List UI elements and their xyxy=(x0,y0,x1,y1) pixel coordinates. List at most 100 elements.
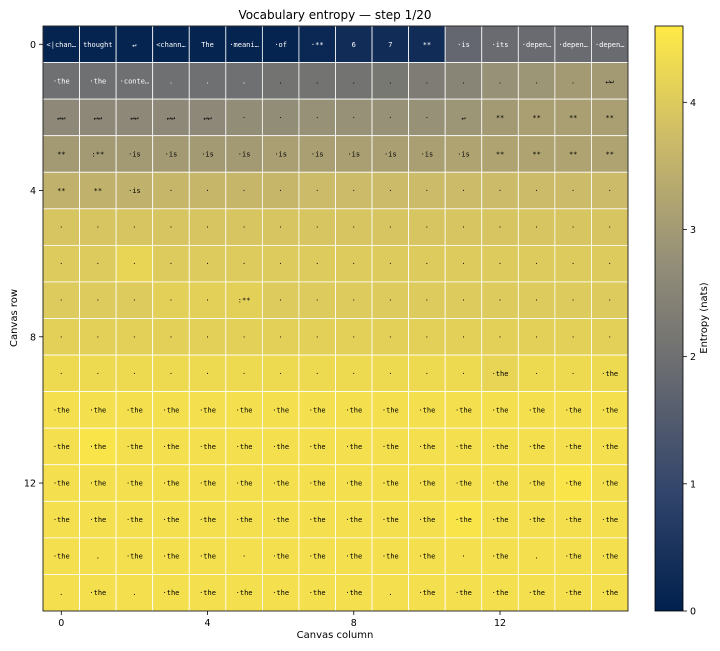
cell-token-label: · xyxy=(205,224,209,232)
heatmap-cell xyxy=(371,537,410,575)
heatmap-cell xyxy=(298,354,336,393)
cell-token-label: . xyxy=(498,77,502,85)
heatmap-cell xyxy=(152,281,190,319)
cell-token-label: ·the xyxy=(199,443,216,451)
heatmap-cell xyxy=(408,574,446,612)
cell-token-label: ·the xyxy=(199,589,216,597)
heatmap-cell xyxy=(261,464,300,502)
y-tick-label: 8 xyxy=(30,332,36,343)
x-axis-label: Canvas column xyxy=(297,630,374,641)
heatmap-cell xyxy=(481,427,519,466)
heatmap-cell xyxy=(517,500,556,539)
heatmap-cells: <|chan… thought ↵ <chann… The ·meani… ·of ·** 6 7… xyxy=(42,25,629,612)
cell-token-label: 6 xyxy=(352,41,356,49)
cell-token-label: · xyxy=(279,114,283,122)
cell-token-label: ·the xyxy=(528,516,545,524)
cell-token-label: ·the xyxy=(455,443,472,451)
cell-token-label: · xyxy=(59,260,63,268)
cell-token-label: ·the xyxy=(163,443,180,451)
cell-token-label: · xyxy=(315,114,319,122)
heatmap-cell xyxy=(42,354,80,393)
heatmap-cell xyxy=(225,354,263,393)
cell-token-label: · xyxy=(571,260,575,268)
cell-token-label: · xyxy=(132,297,136,305)
heatmap-cell xyxy=(335,500,373,539)
cell-token-label: ·the xyxy=(309,480,326,488)
heatmap-cell xyxy=(591,244,629,283)
cell-token-label: . xyxy=(388,589,392,597)
heatmap-cell xyxy=(371,464,410,502)
cell-token-label: ·the xyxy=(89,480,106,488)
heatmap-cell xyxy=(371,98,410,137)
heatmap-cell xyxy=(481,354,519,393)
heatmap-cell xyxy=(225,244,263,283)
cell-token-label: ·is xyxy=(128,150,141,158)
heatmap-cell xyxy=(79,208,117,246)
cell-token-label: ·the xyxy=(345,406,362,414)
heatmap-cell xyxy=(408,135,446,173)
cell-token-label: ·the xyxy=(528,443,545,451)
cell-token-label: ·the xyxy=(272,589,289,597)
heatmap-cell xyxy=(42,537,80,575)
heatmap-cell xyxy=(298,208,336,246)
cell-token-label: ·the xyxy=(601,480,618,488)
heatmap-cell xyxy=(79,171,117,210)
cell-token-label: ·is xyxy=(201,150,214,158)
heatmap-cell xyxy=(371,500,410,539)
heatmap-cell xyxy=(261,318,300,356)
cell-token-label: · xyxy=(534,224,538,232)
heatmap-cell xyxy=(152,354,190,393)
cell-token-label: ·the xyxy=(89,77,106,85)
cell-token-label: . xyxy=(534,553,538,561)
plot-frame xyxy=(42,25,629,612)
heatmap-cell xyxy=(298,135,336,173)
heatmap-cell xyxy=(408,171,446,210)
heatmap-cell xyxy=(335,208,373,246)
cell-token-label: · xyxy=(534,370,538,378)
heatmap-cell xyxy=(554,464,592,502)
heatmap-cell xyxy=(517,98,556,137)
heatmap-cell xyxy=(371,281,410,319)
cell-token-label: ·the xyxy=(309,553,326,561)
cell-token-label: · xyxy=(571,333,575,341)
cell-token-label: ·of xyxy=(274,41,287,49)
heatmap-cell xyxy=(79,244,117,283)
heatmap-cell xyxy=(152,500,190,539)
cell-token-label: · xyxy=(205,333,209,341)
heatmap-cell xyxy=(188,354,227,393)
heatmap-cell xyxy=(444,62,483,100)
cell-token-label: ·the xyxy=(565,553,582,561)
cell-token-label: ·the xyxy=(455,516,472,524)
cell-token-label: ↵↵ xyxy=(94,114,102,122)
cell-token-label: ·the xyxy=(199,480,216,488)
cell-token-label: · xyxy=(388,224,392,232)
cell-token-label: ·the xyxy=(382,406,399,414)
cell-token-label: · xyxy=(571,370,575,378)
cell-token-label: · xyxy=(279,370,283,378)
cell-token-label: · xyxy=(352,370,356,378)
heatmap-cell xyxy=(517,171,556,210)
colorbar-ticks: 0 1 2 3 4 xyxy=(683,98,696,618)
heatmap-cell xyxy=(188,427,227,466)
heatmap-cell xyxy=(517,464,556,502)
heatmap-cell xyxy=(408,62,446,100)
cell-token-label: ↵↵ xyxy=(57,114,65,122)
cell-token-label: · xyxy=(96,260,100,268)
heatmap-cell xyxy=(444,537,483,575)
colorbar xyxy=(654,25,684,612)
heatmap-cell xyxy=(517,244,556,283)
heatmap-cell xyxy=(298,281,336,319)
heatmap-cell xyxy=(42,281,80,319)
cell-token-label: ** xyxy=(569,114,577,122)
heatmap-cell xyxy=(591,464,629,502)
cell-token-label: · xyxy=(315,333,319,341)
heatmap-cell xyxy=(408,537,446,575)
cell-token-label: ·is xyxy=(238,150,251,158)
cell-token-label: · xyxy=(425,224,429,232)
cell-token-label: ·the xyxy=(492,370,509,378)
heatmap-cell xyxy=(554,208,592,246)
heatmap-cell xyxy=(152,208,190,246)
cell-token-label: ·** xyxy=(311,41,324,49)
heatmap-cell xyxy=(79,537,117,575)
heatmap-cell xyxy=(517,281,556,319)
